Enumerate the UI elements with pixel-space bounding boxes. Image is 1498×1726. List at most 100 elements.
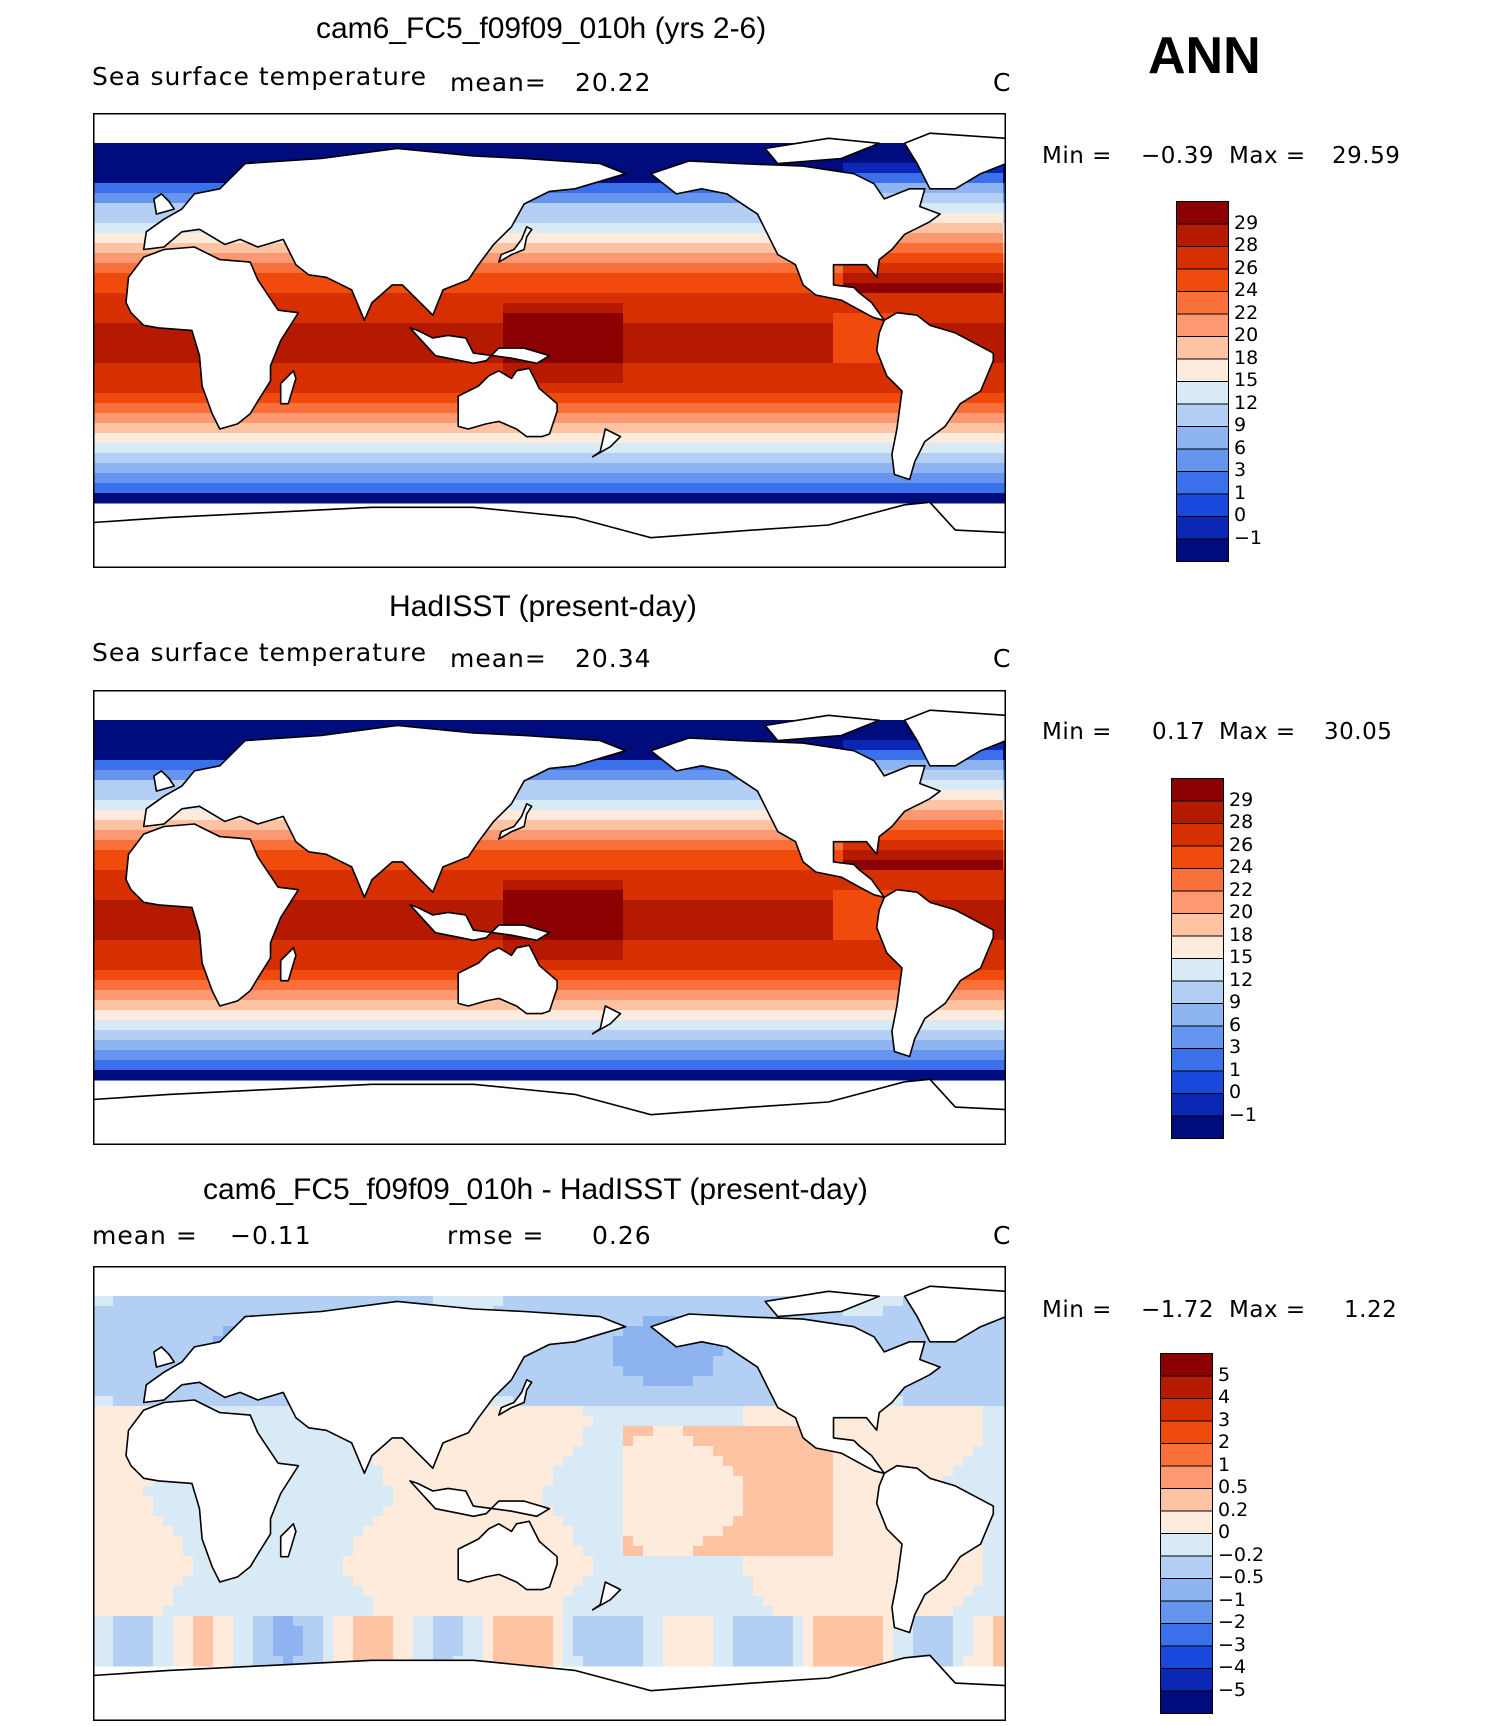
sst-cell: [403, 383, 414, 394]
sst-cell: [863, 453, 874, 464]
sst-cell: [583, 413, 594, 424]
sst-cell: [423, 443, 434, 454]
sst-cell: [323, 293, 334, 304]
sst-cell: [223, 453, 234, 464]
sst-cell: [403, 433, 414, 444]
sst-cell: [233, 483, 244, 494]
sst-cell: [673, 153, 684, 164]
sst-cell: [543, 780, 554, 791]
sst-cell: [873, 183, 884, 194]
sst-cell: [723, 840, 734, 851]
sst-cell: [753, 213, 764, 224]
sst-cell: [123, 433, 134, 444]
sst-cell: [313, 343, 324, 354]
sst-cell: [983, 423, 994, 434]
sst-cell: [863, 860, 874, 871]
sst-cell: [653, 493, 664, 504]
sst-cell: [733, 800, 744, 811]
sst-cell: [373, 143, 384, 154]
sst-cell: [903, 183, 914, 194]
sst-cell: [983, 273, 994, 284]
sst-cell: [113, 740, 124, 751]
sst-cell: [623, 790, 634, 801]
sst-cell: [993, 263, 1004, 274]
sst-cell: [343, 720, 354, 731]
sst-cell: [243, 253, 254, 264]
sst-cell: [183, 393, 194, 404]
sst-cell: [123, 493, 134, 504]
sst-cell: [723, 880, 734, 891]
sst-cell: [523, 333, 534, 344]
sst-cell: [703, 453, 714, 464]
sst-cell: [963, 223, 974, 234]
sst-cell: [783, 313, 794, 324]
sst-cell: [163, 820, 174, 831]
sst-cell: [603, 333, 614, 344]
sst-cell: [303, 433, 314, 444]
sst-cell: [563, 473, 574, 484]
sst-cell: [623, 880, 634, 891]
sst-cell: [553, 790, 564, 801]
sst-cell: [633, 213, 644, 224]
sst-cell: [683, 790, 694, 801]
sst-cell: [983, 760, 994, 771]
sst-cell: [813, 373, 824, 384]
sst-cell: [653, 253, 664, 264]
sst-cell: [723, 860, 734, 871]
sst-cell: [653, 790, 664, 801]
sst-cell: [93, 750, 104, 761]
sst-cell: [603, 860, 614, 871]
sst-cell: [653, 263, 664, 274]
sst-cell: [523, 880, 534, 891]
sst-cell: [543, 453, 554, 464]
sst-cell: [343, 493, 354, 504]
sst-cell: [763, 263, 774, 274]
sst-cell: [983, 413, 994, 424]
sst-cell: [123, 403, 134, 414]
sst-cell: [383, 473, 394, 484]
sst-cell: [643, 443, 654, 454]
sst-cell: [543, 810, 554, 821]
sst-cell: [523, 840, 534, 851]
sst-cell: [723, 850, 734, 861]
sst-cell: [993, 183, 1004, 194]
sst-cell: [793, 463, 804, 474]
sst-cell: [113, 850, 124, 861]
sst-cell: [473, 840, 484, 851]
sst-cell: [673, 223, 684, 234]
sst-cell: [633, 283, 644, 294]
sst-cell: [243, 443, 254, 454]
sst-cell: [713, 463, 724, 474]
sst-cell: [943, 820, 954, 831]
sst-cell: [563, 343, 574, 354]
sst-cell: [983, 433, 994, 444]
sst-cell: [203, 750, 214, 761]
sst-cell: [943, 840, 954, 851]
sst-cell: [933, 493, 944, 504]
sst-cell: [573, 253, 584, 264]
sst-cell: [733, 303, 744, 314]
sst-cell: [153, 790, 164, 801]
sst-cell: [843, 363, 854, 374]
sst-cell: [103, 173, 114, 184]
sst-cell: [783, 403, 794, 414]
sst-cell: [273, 880, 284, 891]
sst-cell: [623, 293, 634, 304]
sst-cell: [613, 393, 624, 404]
sst-cell: [563, 810, 574, 821]
sst-cell: [223, 730, 234, 741]
sst-cell: [123, 213, 134, 224]
sst-cell: [583, 153, 594, 164]
sst-cell: [823, 880, 834, 891]
sst-cell: [303, 373, 314, 384]
sst-cell: [283, 870, 294, 881]
sst-cell: [783, 483, 794, 494]
sst-cell: [333, 393, 344, 404]
sst-cell: [983, 223, 994, 234]
sst-cell: [483, 143, 494, 154]
sst-cell: [853, 333, 864, 344]
sst-cell: [503, 273, 514, 284]
sst-cell: [713, 860, 724, 871]
sst-cell: [453, 880, 464, 891]
sst-cell: [763, 383, 774, 394]
